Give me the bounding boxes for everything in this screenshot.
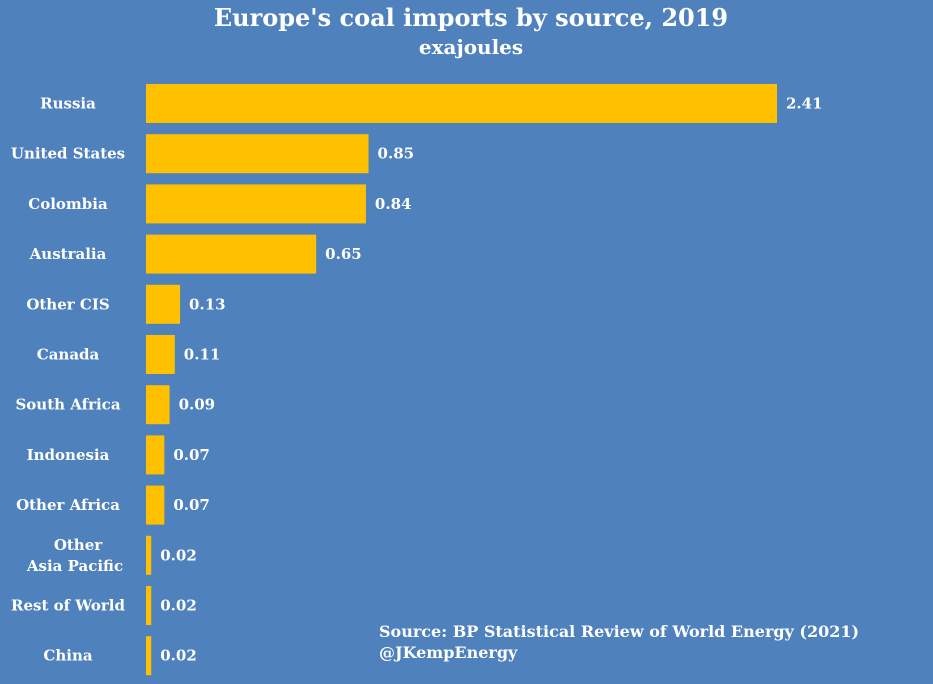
bar-other-asia-pacific	[146, 535, 152, 575]
category-label: Other CIS	[26, 295, 109, 313]
chart-subtitle: exajoules	[419, 35, 523, 59]
category-label: Russia	[40, 95, 96, 113]
category-label: Colombia	[28, 195, 108, 213]
category-label: Other Africa	[16, 496, 120, 514]
value-label: 0.65	[325, 245, 362, 263]
source-handle: @JKempEnergy	[379, 643, 518, 662]
bar-united-states	[146, 134, 369, 174]
category-label: Indonesia	[27, 446, 110, 464]
source-line: Source: BP Statistical Review of World E…	[379, 622, 859, 641]
category-label: Other Asia Pacific	[26, 536, 123, 575]
category-label: United States	[11, 145, 125, 163]
bar-other-cis	[146, 284, 181, 324]
bar-other-africa	[146, 485, 165, 525]
bar-canada	[146, 335, 175, 374]
value-label: 0.02	[160, 546, 197, 564]
value-label: 0.85	[378, 145, 415, 163]
bar-australia	[146, 234, 317, 274]
value-label: 0.07	[173, 446, 210, 464]
bar-indonesia	[146, 435, 165, 475]
value-label: 0.02	[160, 597, 197, 615]
bar-south-africa	[146, 385, 170, 425]
value-label: 0.09	[179, 396, 216, 414]
value-label: 0.07	[173, 496, 210, 514]
value-label: 0.13	[189, 295, 226, 313]
bar-china	[146, 636, 152, 676]
category-label: Canada	[37, 346, 100, 364]
chart-title: Europe's coal imports by source, 2019	[214, 3, 728, 32]
category-label: South Africa	[15, 396, 120, 414]
bar-colombia	[146, 184, 366, 224]
bar-group: 2.41 Russia 0.85 United States 0.84 Colombia 0…	[11, 84, 823, 676]
value-label: 2.41	[786, 95, 823, 113]
value-label: 0.84	[375, 195, 412, 213]
value-label: 0.11	[184, 346, 221, 364]
category-label: China	[43, 647, 92, 665]
bar-rest-of-world	[146, 586, 152, 625]
bar-russia	[146, 84, 777, 123]
value-label: 0.02	[160, 647, 197, 665]
category-label: Australia	[29, 245, 107, 263]
category-label: Rest of World	[11, 597, 126, 615]
